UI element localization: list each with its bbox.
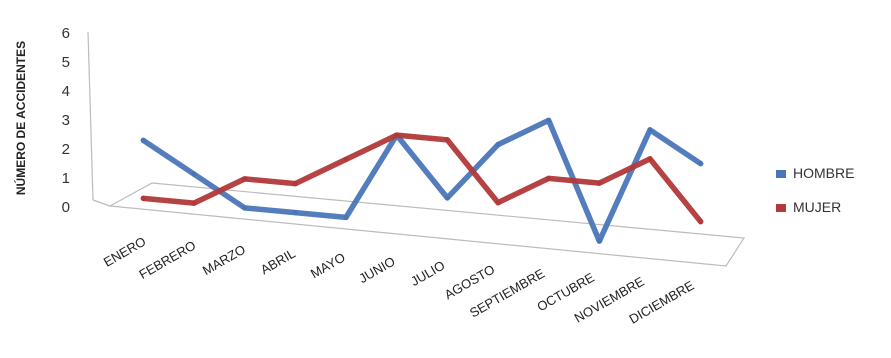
legend-label: HOMBRE	[793, 165, 854, 181]
data-point	[394, 132, 400, 138]
data-point	[495, 142, 501, 148]
data-point	[292, 181, 298, 187]
data-point	[596, 238, 602, 244]
legend-swatch	[776, 170, 786, 178]
y-tick-label: 1	[62, 170, 70, 187]
data-point	[444, 195, 450, 201]
x-tick-label: MAYO	[308, 250, 348, 282]
y-axis-line	[87, 31, 94, 201]
data-point	[495, 200, 501, 206]
data-point	[698, 219, 704, 225]
series-lines	[140, 117, 704, 244]
y-tick-label: 6	[62, 25, 70, 42]
wall-base-line	[92, 199, 111, 207]
series-line	[140, 132, 704, 225]
data-point	[546, 175, 552, 181]
x-tick-label: ENERO	[101, 234, 149, 270]
y-axis-label: NÚMERO DE ACCIDENTES	[13, 41, 28, 195]
y-tick-label: 4	[62, 83, 70, 100]
y-tick-labels: 0 1 2 3 4 5 6	[62, 25, 70, 216]
legend-label: MUJER	[793, 199, 841, 215]
data-point	[140, 137, 146, 143]
chart-axes	[87, 31, 746, 267]
y-tick-label: 3	[62, 112, 70, 129]
data-point	[596, 180, 602, 186]
data-point	[343, 156, 349, 162]
data-point	[292, 210, 298, 216]
legend: HOMBRE MUJER	[776, 165, 854, 215]
x-tick-label: JULIO	[408, 258, 447, 289]
x-tick-label: ABRIL	[258, 246, 298, 278]
data-point	[242, 176, 248, 182]
series-mujer	[140, 132, 704, 225]
legend-swatch	[776, 204, 786, 212]
y-tick-label: 0	[62, 199, 70, 216]
data-point	[647, 127, 653, 133]
y-tick-label: 5	[62, 54, 70, 71]
x-tick-label: MARZO	[200, 242, 248, 278]
data-point	[140, 195, 146, 201]
chart-floor	[108, 182, 746, 267]
data-point	[647, 156, 653, 162]
data-point	[343, 214, 349, 220]
data-point	[242, 205, 248, 211]
data-point	[191, 171, 197, 177]
y-tick-label: 2	[62, 141, 70, 158]
series-line	[140, 117, 704, 244]
x-tick-label: JUNIO	[356, 254, 397, 286]
data-point	[444, 137, 450, 143]
data-point	[546, 117, 552, 123]
data-point	[191, 200, 197, 206]
data-point	[698, 161, 704, 167]
